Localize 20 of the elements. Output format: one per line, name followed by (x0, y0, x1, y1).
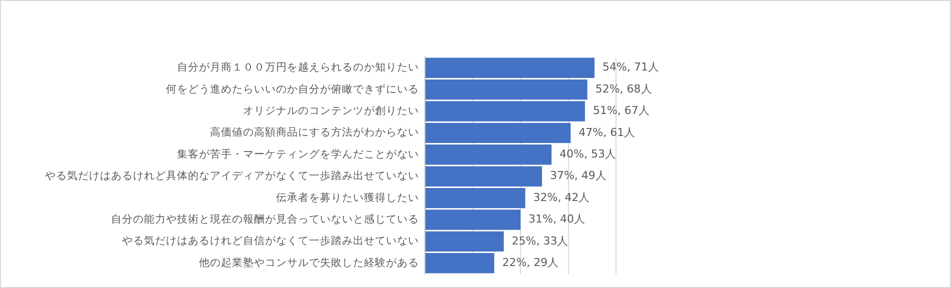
y-tick-label: 集客が苦手・マーケティングを学んだことがない (177, 147, 419, 160)
data-label: 40%, 53人 (560, 148, 616, 161)
y-tick-label: 他の起業塾やコンサルで失敗した経験がある (199, 256, 419, 269)
data-label: 31%, 40人 (528, 212, 585, 226)
y-tick-label: 高価値の高額商品にする方法がわからない (210, 126, 419, 139)
y-tick-label: 何をどう進めたらいいのか自分が俯瞰できずにいる (166, 82, 419, 96)
y-tick-label: 自分の能力や技術と現在の報酬が見合っていないと感じている (111, 212, 419, 226)
data-label: 54%, 71人 (602, 60, 659, 74)
data-label: 37%, 49人 (550, 169, 606, 182)
data-label: 22%, 29人 (502, 256, 559, 270)
y-tick-label: やる気だけはあるけれど自信がなくて一歩踏み出せていない (122, 234, 419, 248)
data-label: 32%, 42人 (533, 190, 590, 204)
data-label: 25%, 33人 (512, 234, 568, 248)
data-label: 51%, 67人 (592, 104, 650, 118)
data-label: 47%, 61人 (578, 126, 636, 139)
y-tick-label: オリジナルのコンテンツが創りたい (243, 104, 419, 117)
y-tick-label: やる気だけはあるけれど具体的なアイディアがなくて一歩踏み出せていない (45, 169, 419, 182)
y-tick-label: 自分が月商１００万円を越えられるのか知りたい (177, 60, 419, 74)
data-label: 52%, 68人 (595, 82, 652, 96)
y-tick-label: 伝承者を募りたい獲得したい (276, 190, 419, 204)
